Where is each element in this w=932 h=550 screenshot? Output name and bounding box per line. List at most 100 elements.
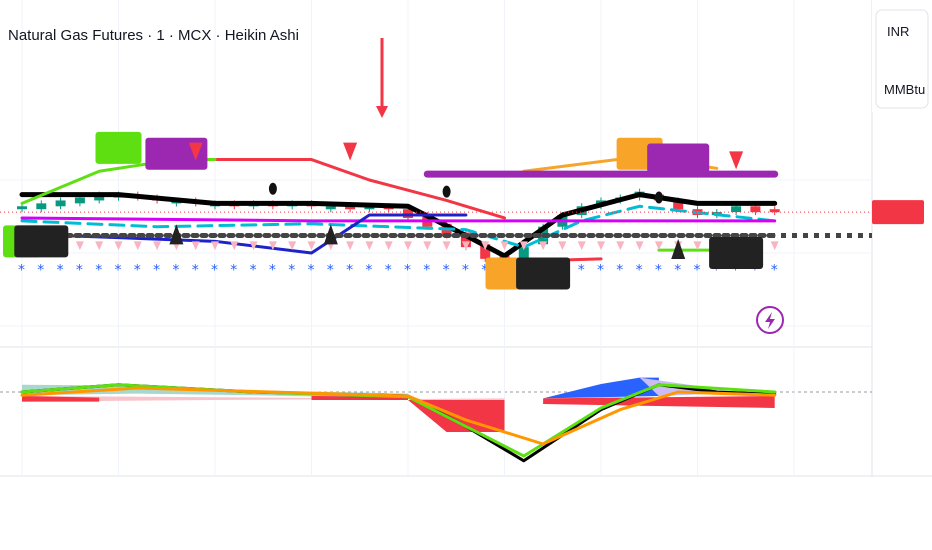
signal-tag	[485, 257, 524, 290]
asterisk-marker: *	[346, 263, 353, 279]
buy-triangle	[671, 239, 686, 259]
down-arrow-head	[376, 106, 388, 118]
asterisk-marker: *	[57, 263, 64, 279]
chart-title: Natural Gas Futures · 1 · MCX · Heikin A…	[8, 27, 299, 44]
pink-marker	[114, 241, 123, 251]
asterisk-marker: *	[250, 263, 257, 279]
pink-marker	[577, 241, 586, 251]
candle	[17, 206, 27, 210]
signal-tag	[647, 143, 710, 176]
asterisk-marker: *	[481, 263, 488, 279]
pink-marker	[442, 241, 451, 251]
sell-triangle	[343, 142, 358, 161]
candle	[750, 206, 761, 213]
asterisk-marker: *	[404, 263, 411, 279]
asterisk-marker: *	[230, 263, 237, 279]
price-panel: ****************************************	[0, 38, 872, 290]
asterisk-marker: *	[443, 263, 450, 279]
candle	[769, 209, 780, 213]
candle	[518, 247, 529, 262]
asterisk-marker: *	[365, 263, 372, 279]
buy-triangle	[323, 224, 338, 245]
candle	[74, 197, 85, 204]
pink-marker	[616, 241, 625, 251]
asterisk-marker: *	[18, 263, 25, 279]
indicator-line	[59, 213, 468, 255]
markers-layer	[169, 38, 744, 259]
signal-tag	[95, 131, 142, 164]
indicator-line	[20, 216, 777, 223]
asterisk-marker: *	[385, 263, 392, 279]
asterisk-marker: *	[616, 263, 623, 279]
asterisk-marker: *	[423, 263, 430, 279]
sell-triangle	[188, 142, 203, 161]
pink-marker	[654, 241, 663, 251]
asterisk-row: ****************************************	[18, 263, 778, 279]
pin-marker	[442, 185, 451, 198]
osc-line	[20, 383, 777, 458]
asterisk-marker: *	[211, 263, 218, 279]
pink-marker	[346, 241, 355, 251]
asterisk-marker: *	[713, 263, 720, 279]
pink-marker	[481, 241, 490, 251]
candle	[480, 244, 491, 259]
pink-marker	[539, 241, 548, 251]
lightning-icon	[765, 312, 775, 329]
osc-fill	[543, 377, 659, 399]
pink-marker	[461, 241, 470, 251]
pink-marker	[558, 241, 567, 251]
asterisk-marker: *	[288, 263, 295, 279]
sell-triangle	[729, 151, 744, 170]
asterisk-marker: *	[597, 263, 604, 279]
pink-marker	[307, 241, 316, 251]
pink-marker	[770, 241, 779, 251]
price-axis[interactable]: INR MMBtu	[872, 0, 932, 225]
osc-fill	[543, 396, 775, 408]
asterisk-marker: *	[327, 263, 334, 279]
asterisk-marker: *	[134, 263, 141, 279]
pink-marker	[230, 241, 239, 251]
pink-marker	[693, 241, 702, 251]
asterisk-marker: *	[771, 263, 778, 279]
asterisk-marker: *	[751, 263, 758, 279]
candle	[460, 232, 471, 248]
currency-label: INR	[887, 24, 909, 39]
pink-marker	[384, 241, 393, 251]
pink-marker	[635, 241, 644, 251]
candle	[345, 206, 356, 210]
asterisk-marker: *	[95, 263, 102, 279]
candle	[364, 206, 375, 210]
candle	[731, 206, 742, 213]
asterisk-marker: *	[308, 263, 315, 279]
asterisk-marker: *	[694, 263, 701, 279]
pin-marker	[268, 182, 277, 195]
pink-marker	[95, 241, 104, 251]
candle	[94, 194, 105, 201]
osc-fill	[22, 396, 100, 402]
indicator-line	[20, 204, 777, 249]
pink-marker	[365, 241, 374, 251]
pin-marker	[654, 191, 663, 204]
signal-tag	[709, 237, 764, 269]
asterisk-marker: *	[655, 263, 662, 279]
candle	[673, 200, 684, 210]
asterisk-marker: *	[578, 263, 585, 279]
asterisk-marker: *	[269, 263, 276, 279]
indicator-line	[194, 158, 506, 220]
candle	[325, 206, 336, 210]
pink-marker	[268, 241, 277, 251]
pink-marker	[75, 241, 84, 251]
pink-marker	[500, 241, 509, 251]
asterisk-marker: *	[462, 263, 469, 279]
alert-button[interactable]	[756, 306, 784, 334]
pink-marker	[211, 241, 219, 251]
pink-marker	[153, 241, 162, 251]
currency-panel	[875, 9, 929, 109]
pink-marker	[519, 241, 528, 251]
pink-marker	[423, 241, 432, 251]
candle	[36, 203, 47, 210]
candle	[55, 200, 66, 207]
asterisk-marker: *	[153, 263, 160, 279]
indicator-lines	[0, 155, 872, 264]
